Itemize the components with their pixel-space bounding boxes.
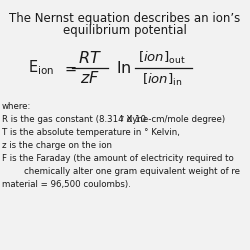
Text: $\it{zF}$: $\it{zF}$	[80, 70, 100, 86]
Text: $\mathregular{E}_{\mathregular{ion}}$: $\mathregular{E}_{\mathregular{ion}}$	[28, 59, 54, 77]
Text: equilibrium potential: equilibrium potential	[63, 24, 187, 37]
Text: 7: 7	[119, 116, 123, 122]
Text: $\it{[ion]}_{\mathrm{in}}$: $\it{[ion]}_{\mathrm{in}}$	[142, 72, 182, 88]
Text: $\it{[ion]}_{\mathrm{out}}$: $\it{[ion]}_{\mathrm{out}}$	[138, 50, 186, 66]
Text: z is the charge on the ion: z is the charge on the ion	[2, 141, 112, 150]
Text: The Nernst equation describes an ion’s: The Nernst equation describes an ion’s	[10, 12, 240, 25]
Text: dyne-cm/mole degree): dyne-cm/mole degree)	[124, 115, 225, 124]
Text: where:: where:	[2, 102, 32, 111]
Text: T is the absolute temperature in ° Kelvin,: T is the absolute temperature in ° Kelvi…	[2, 128, 180, 137]
Text: material = 96,500 coulombs).: material = 96,500 coulombs).	[2, 180, 131, 189]
Text: F is the Faraday (the amount of electricity required to: F is the Faraday (the amount of electric…	[2, 154, 234, 163]
Text: $=$: $=$	[62, 60, 78, 76]
Text: $\it{RT}$: $\it{RT}$	[78, 50, 102, 66]
Text: $\mathrm{ln}$: $\mathrm{ln}$	[116, 60, 131, 76]
Text: R is the gas constant (8.314 X 10: R is the gas constant (8.314 X 10	[2, 115, 146, 124]
Text: chemically alter one gram equivalent weight of re: chemically alter one gram equivalent wei…	[2, 167, 240, 176]
